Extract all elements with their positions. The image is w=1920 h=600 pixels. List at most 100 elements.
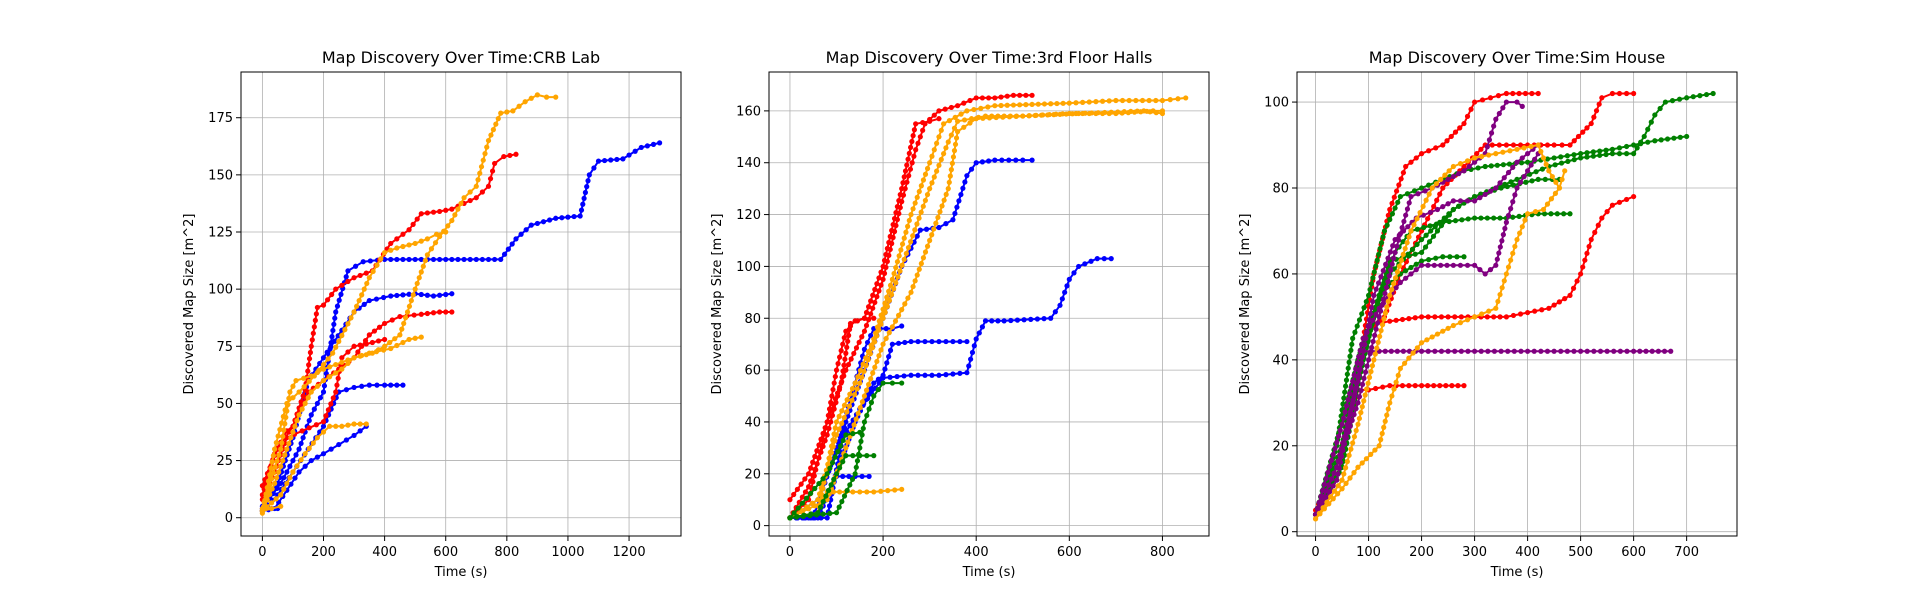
data-point xyxy=(455,206,461,212)
data-point xyxy=(461,256,467,263)
data-point xyxy=(1449,383,1455,389)
data-point xyxy=(1400,251,1406,257)
data-point xyxy=(343,437,350,443)
data-point xyxy=(978,105,984,111)
data-point xyxy=(833,471,840,477)
data-point xyxy=(1344,458,1350,465)
data-point xyxy=(269,459,275,465)
data-point xyxy=(906,150,912,156)
data-point xyxy=(323,413,329,419)
data-point xyxy=(286,440,292,447)
data-point xyxy=(366,332,372,338)
data-point xyxy=(461,195,467,201)
data-point xyxy=(582,189,589,196)
data-point xyxy=(837,465,843,471)
data-point xyxy=(922,338,928,345)
data-point xyxy=(1494,162,1500,168)
data-point xyxy=(869,345,876,351)
data-point xyxy=(833,510,840,516)
data-point xyxy=(872,364,878,370)
y-tick-label: 75 xyxy=(216,340,233,355)
data-point xyxy=(1554,211,1560,217)
data-point xyxy=(345,268,351,274)
data-point xyxy=(839,420,845,426)
data-point xyxy=(371,328,378,334)
data-point xyxy=(872,339,878,345)
data-point xyxy=(302,451,308,457)
data-point xyxy=(1508,206,1514,212)
data-point xyxy=(1364,386,1370,392)
data-point xyxy=(1128,108,1134,115)
data-point xyxy=(1528,143,1534,150)
data-point xyxy=(1381,228,1388,234)
data-point xyxy=(851,350,857,357)
data-point xyxy=(810,479,816,485)
data-point xyxy=(351,275,357,281)
data-point xyxy=(1408,193,1414,200)
data-point xyxy=(1356,415,1363,422)
data-point xyxy=(840,437,846,444)
data-point xyxy=(905,156,911,162)
data-point xyxy=(1347,409,1353,415)
data-point xyxy=(300,435,306,441)
data-point xyxy=(1348,446,1354,452)
data-point xyxy=(1496,250,1502,256)
data-point xyxy=(276,499,282,506)
data-point xyxy=(342,327,348,333)
data-point xyxy=(351,355,357,361)
data-point xyxy=(1379,322,1386,328)
data-point xyxy=(1422,244,1429,250)
data-point xyxy=(945,139,951,145)
data-point xyxy=(1400,170,1407,176)
data-point xyxy=(1525,151,1531,157)
data-point xyxy=(1637,348,1643,354)
data-point xyxy=(1455,383,1461,389)
data-point xyxy=(1361,375,1367,381)
data-point xyxy=(1331,488,1338,494)
data-point xyxy=(586,172,592,178)
data-point xyxy=(1649,348,1655,354)
data-point xyxy=(284,446,290,452)
data-point xyxy=(918,183,924,189)
data-series xyxy=(259,229,449,516)
data-point xyxy=(844,487,850,494)
data-point xyxy=(868,311,874,317)
data-point xyxy=(846,332,852,338)
data-point xyxy=(366,275,372,281)
data-point xyxy=(1514,185,1520,191)
data-point xyxy=(787,515,793,521)
data-point xyxy=(902,168,909,174)
data-point xyxy=(1350,378,1356,384)
data-point xyxy=(394,342,400,349)
data-point xyxy=(1564,348,1570,354)
data-point xyxy=(872,299,878,306)
data-point xyxy=(1546,168,1552,174)
data-point xyxy=(1426,191,1432,197)
data-point xyxy=(886,330,892,336)
data-point xyxy=(487,176,494,182)
data-series xyxy=(259,92,559,512)
data-point xyxy=(312,317,318,323)
data-point xyxy=(915,338,921,345)
data-point xyxy=(1394,243,1400,249)
data-point xyxy=(1400,348,1407,354)
data-point xyxy=(1387,292,1393,299)
data-point xyxy=(408,297,414,304)
data-point xyxy=(1351,411,1357,418)
plot-area xyxy=(1312,90,1716,522)
data-point xyxy=(540,219,547,225)
data-point xyxy=(1411,222,1417,228)
axes-frame xyxy=(240,71,682,537)
data-point xyxy=(1507,148,1513,154)
data-point xyxy=(306,356,313,362)
data-point xyxy=(1540,155,1547,161)
data-point xyxy=(890,221,896,228)
data-point xyxy=(424,310,430,317)
data-point xyxy=(831,406,837,412)
data-point xyxy=(602,157,608,164)
data-point xyxy=(929,232,935,238)
data-point xyxy=(400,256,406,263)
data-point xyxy=(1393,317,1399,323)
data-point xyxy=(1609,146,1616,152)
data-point xyxy=(308,457,314,464)
